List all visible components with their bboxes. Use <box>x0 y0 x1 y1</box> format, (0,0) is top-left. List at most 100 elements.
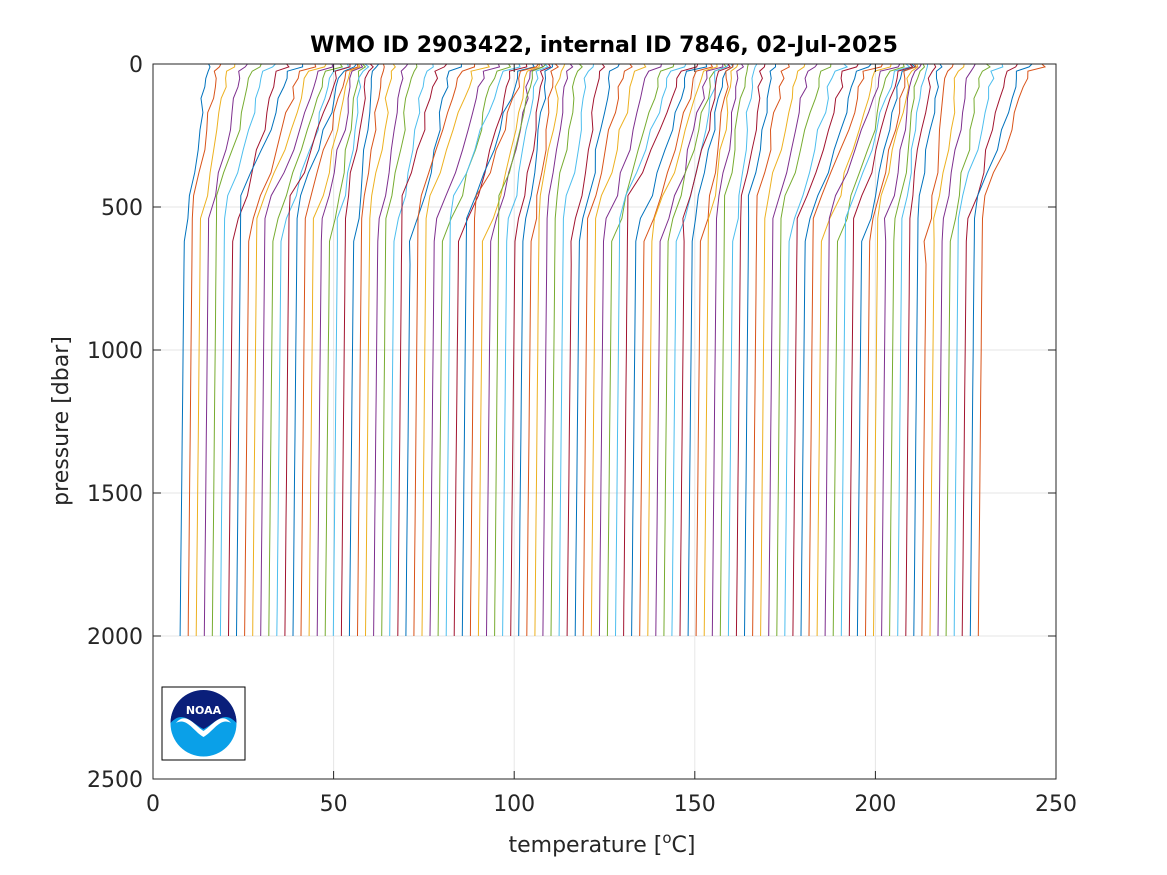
profile-line <box>752 63 790 637</box>
x-axis-label-unit: C] <box>672 833 696 858</box>
profile-line <box>937 63 976 637</box>
profile-line <box>357 63 385 637</box>
y-tick-label: 1500 <box>87 482 143 507</box>
y-tick-label: 1000 <box>87 339 143 364</box>
profile-line <box>574 63 620 637</box>
profile-line <box>865 63 917 637</box>
profile-line <box>179 63 211 637</box>
profile-line <box>534 63 566 637</box>
ticks <box>152 63 1057 780</box>
profile-line <box>929 63 965 637</box>
profile-line <box>300 63 359 637</box>
axes-box <box>152 63 1057 780</box>
profile-line <box>187 63 222 637</box>
profile-line <box>260 63 334 637</box>
x-tick-label: 100 <box>493 792 535 817</box>
x-tick-label: 200 <box>854 792 896 817</box>
profile-line <box>897 63 929 637</box>
profile-line <box>365 63 396 637</box>
x-tick-label: 250 <box>1035 792 1077 817</box>
logo-text: NOAA <box>186 704 222 717</box>
profile-line <box>905 63 937 637</box>
profile-line <box>631 63 708 637</box>
profile-line <box>816 63 892 637</box>
profile-lines <box>179 63 1047 637</box>
profile-line <box>252 63 327 637</box>
profile-line <box>832 63 905 637</box>
x-tick-label: 150 <box>674 792 716 817</box>
profile-line <box>703 63 739 637</box>
profile-line <box>590 63 647 637</box>
profile-line <box>494 63 547 637</box>
profile-line <box>969 63 1033 637</box>
profile-line <box>792 63 859 637</box>
profile-line <box>679 63 731 637</box>
profile-line <box>284 64 351 637</box>
x-axis-label: temperature [oC] <box>508 829 695 858</box>
x-tick-label: 50 <box>320 792 348 817</box>
x-tick-label: 0 <box>146 792 160 817</box>
profile-line <box>800 63 872 637</box>
profile-line <box>421 63 490 637</box>
profile-line <box>840 63 911 637</box>
profile-line <box>518 63 554 637</box>
profile-line <box>211 63 262 637</box>
profile-line <box>236 64 304 637</box>
profile-line <box>647 63 718 637</box>
profile-line <box>550 63 583 637</box>
profile-line <box>397 63 448 637</box>
profile-line <box>945 63 991 637</box>
profile-line <box>727 63 758 637</box>
profile-line <box>824 63 901 637</box>
profile-line <box>477 63 541 637</box>
profile-line <box>486 63 544 637</box>
profile-line <box>219 63 276 637</box>
profile-line <box>735 63 766 637</box>
profile-line <box>381 63 418 637</box>
profile-line <box>768 63 818 637</box>
profile-line <box>469 63 539 637</box>
profile-line <box>848 63 914 637</box>
profile-line <box>921 63 954 637</box>
profile-line <box>373 63 409 637</box>
profile-line <box>195 63 236 637</box>
profile-line <box>566 63 606 637</box>
profile-line <box>889 63 926 637</box>
profile-line <box>711 63 745 637</box>
profile-line <box>316 63 364 637</box>
profile-line <box>744 64 776 637</box>
profile-line <box>502 63 549 637</box>
profile-line <box>558 63 595 637</box>
profile-line <box>623 63 699 637</box>
x-tick-labels: 0 50 100 150 200 250 <box>146 792 1077 817</box>
profile-line <box>953 63 1004 637</box>
y-tick-label: 0 <box>129 53 143 78</box>
profile-line <box>695 63 734 637</box>
profile-line <box>582 63 633 637</box>
profile-line <box>961 63 1018 637</box>
profile-line <box>606 63 675 637</box>
profile-line <box>332 63 370 637</box>
profile-line <box>413 63 476 637</box>
profile-line <box>453 63 528 637</box>
x-axis-label-superscript: o <box>662 829 671 847</box>
y-tick-label: 2500 <box>87 768 143 793</box>
profile-line <box>324 63 367 637</box>
profile-line <box>405 64 462 637</box>
profile-line <box>445 63 521 637</box>
profile-line <box>663 63 727 637</box>
profile-line <box>228 63 290 637</box>
profile-line <box>655 63 724 637</box>
profile-line <box>776 63 832 637</box>
profile-line <box>244 63 317 637</box>
logo-navy-half <box>170 690 237 729</box>
profile-line <box>292 63 357 637</box>
axes-background <box>153 64 1056 779</box>
profile-line <box>856 63 917 637</box>
y-tick-label: 500 <box>101 196 143 221</box>
profile-line <box>203 63 248 637</box>
profile-line <box>437 63 512 637</box>
y-tick-label: 2000 <box>87 625 143 650</box>
